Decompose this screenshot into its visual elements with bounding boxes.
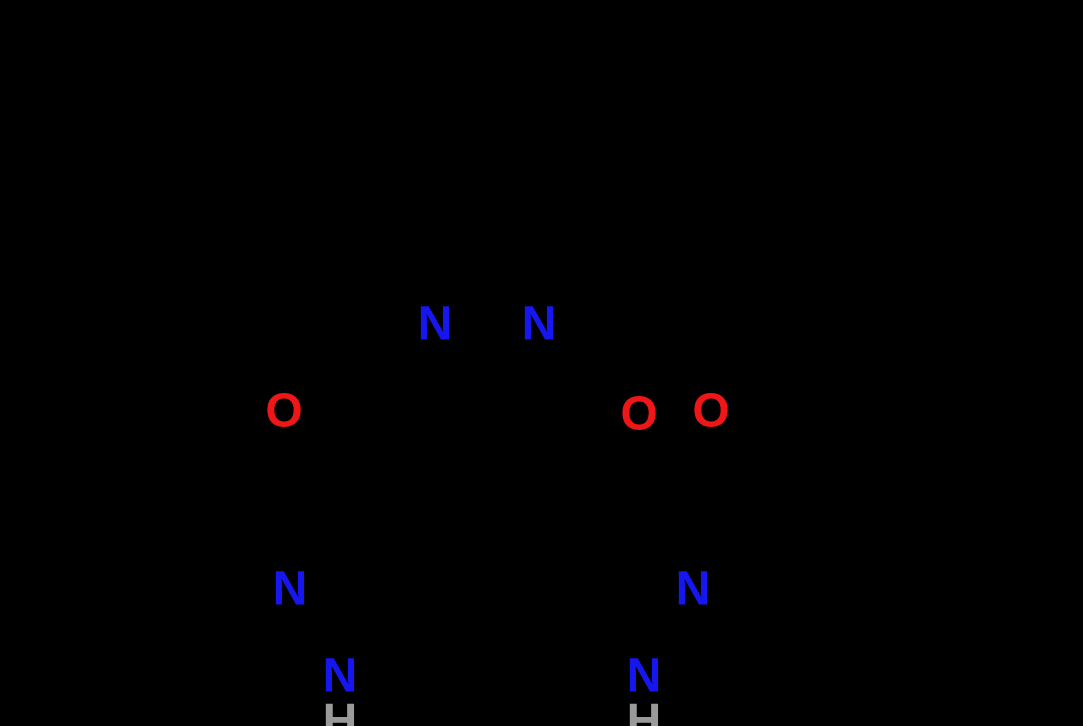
molecule-diagram: NNONNHONNHO xyxy=(0,0,1083,726)
atom-label: O xyxy=(692,385,729,438)
atom-label: O xyxy=(265,385,302,438)
bond xyxy=(592,589,631,654)
bond xyxy=(583,230,683,255)
atom-label-h: H xyxy=(627,695,662,726)
atom-label: N xyxy=(273,563,308,616)
bond xyxy=(852,183,871,280)
bond xyxy=(489,223,583,230)
bond xyxy=(1031,394,1081,480)
bond xyxy=(392,240,423,301)
bond xyxy=(200,482,273,569)
bond xyxy=(335,60,435,78)
bond xyxy=(50,480,100,568)
bond xyxy=(552,347,589,412)
bond xyxy=(0,394,50,480)
bond xyxy=(683,255,759,318)
bond xyxy=(353,589,390,653)
bond xyxy=(0,480,50,568)
atom-label: N xyxy=(676,563,711,616)
bond xyxy=(1031,480,1081,568)
bond xyxy=(702,118,797,156)
bond xyxy=(797,118,871,183)
bond xyxy=(320,402,374,404)
atom-label-h: H xyxy=(323,695,358,726)
bond xyxy=(390,501,437,589)
bond xyxy=(589,412,613,413)
bond xyxy=(310,412,384,415)
labels-layer: NNONNHONNHO xyxy=(265,298,729,726)
bond xyxy=(683,156,702,255)
bond xyxy=(541,501,592,589)
bond xyxy=(709,482,780,569)
bond xyxy=(316,78,335,176)
atom-label: N xyxy=(522,298,557,351)
bond xyxy=(384,415,437,501)
bond xyxy=(489,125,511,223)
bond xyxy=(541,412,589,501)
bond xyxy=(798,132,857,184)
bond xyxy=(780,480,880,482)
atom-label: N xyxy=(418,298,453,351)
bond xyxy=(384,347,422,415)
bonds-layer xyxy=(0,60,1081,654)
bond xyxy=(880,394,931,480)
bond xyxy=(316,176,392,240)
atom-label: O xyxy=(620,388,657,441)
bond xyxy=(435,60,511,125)
bond xyxy=(436,74,497,126)
bond xyxy=(880,480,931,568)
bond xyxy=(100,480,200,482)
